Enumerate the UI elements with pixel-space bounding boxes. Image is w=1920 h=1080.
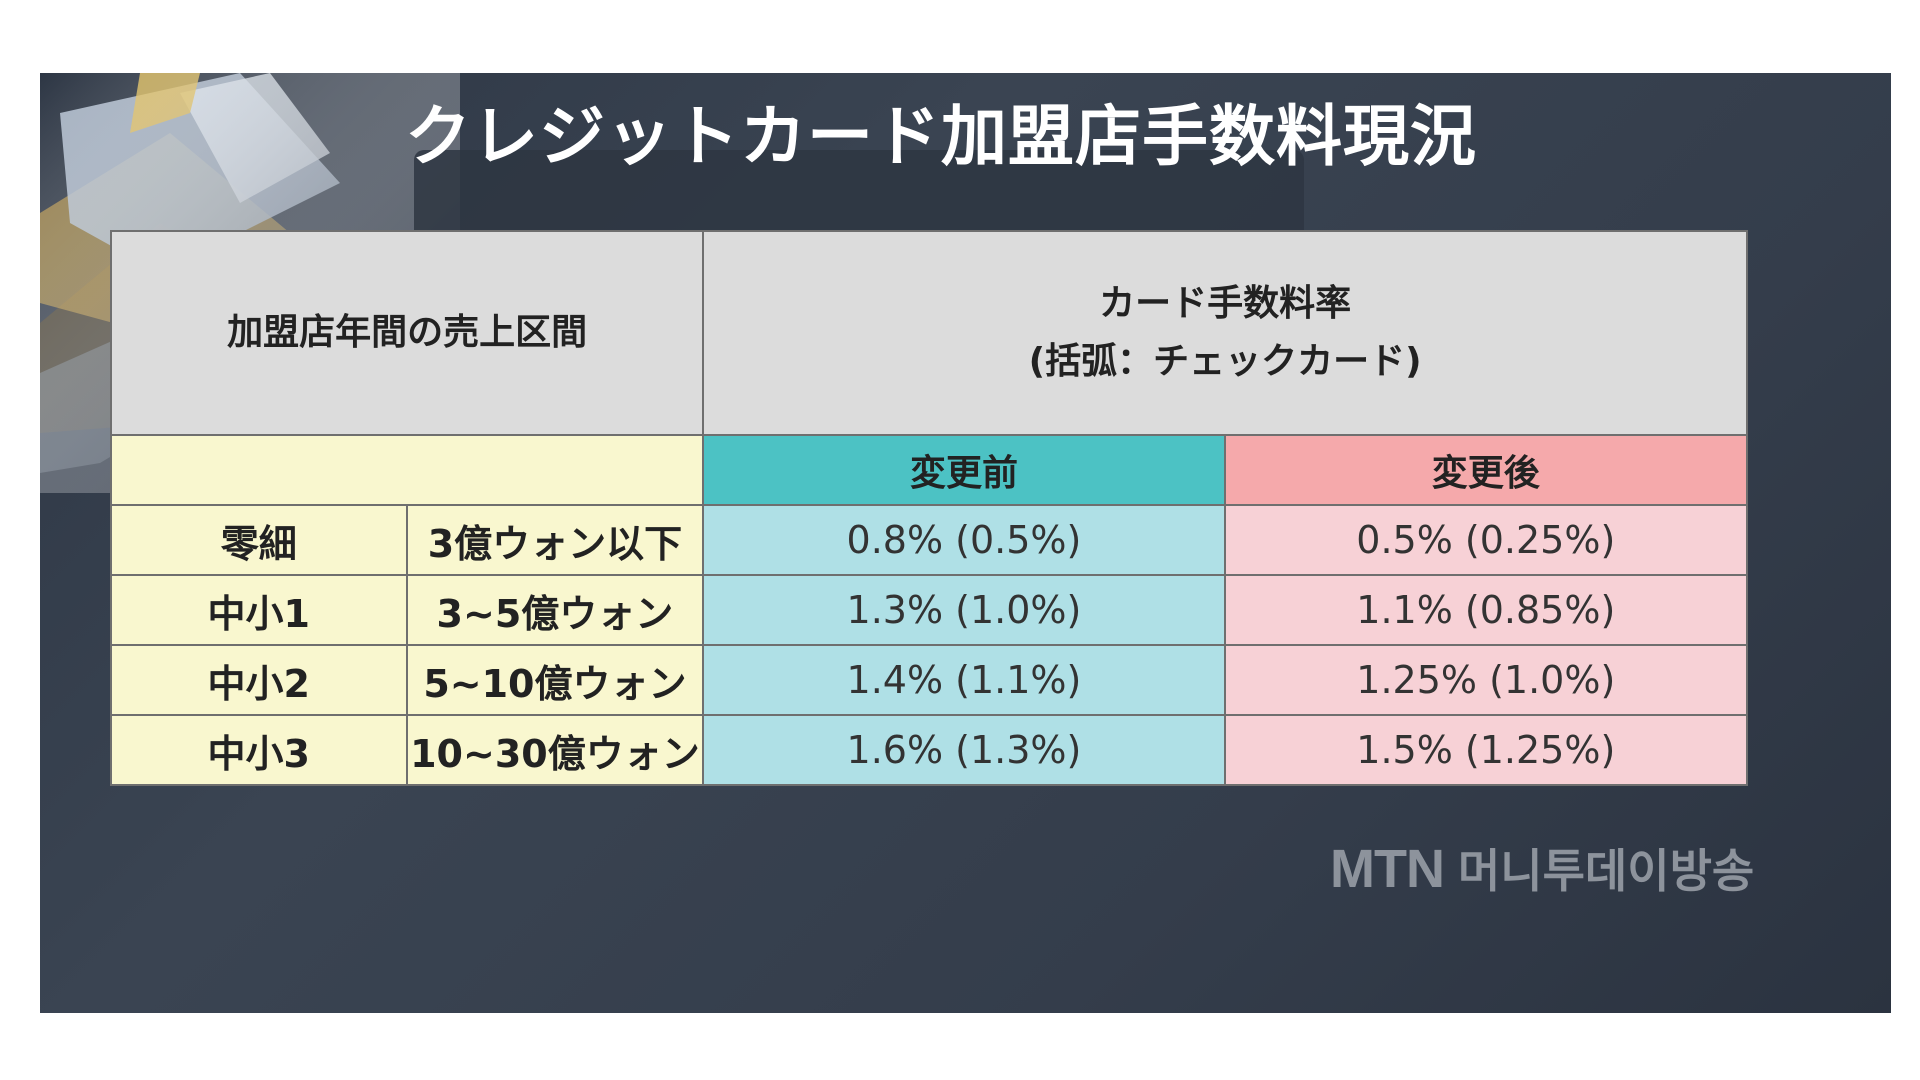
table-row: 中小3 10~30億ウォン 1.6% (1.3%) 1.5% (1.25%) (110, 714, 1749, 786)
table-row: 中小1 3~5億ウォン 1.3% (1.0%) 1.1% (0.85%) (110, 574, 1749, 646)
row-rate-before: 0.8% (0.5%) (702, 504, 1226, 576)
table-subheader-row: 変更前 変更後 (109, 434, 1749, 506)
header-fee-rate-line2: (括弧：チェックカード) (1028, 341, 1422, 382)
row-rate-after: 1.5% (1.25%) (1223, 714, 1749, 786)
fee-table: 加盟店年間の売上区間 カード手数料率 (括弧：チェックカード) 変更前 変更後 … (109, 230, 1749, 786)
row-sales-range: 3億ウォン以下 (405, 504, 705, 576)
row-sales-range: 5~10億ウォン (405, 644, 705, 716)
row-rate-after: 0.5% (0.25%) (1223, 504, 1749, 576)
row-category: 零細 (110, 504, 408, 576)
row-rate-after: 1.1% (0.85%) (1223, 574, 1749, 646)
table-header-row: 加盟店年間の売上区間 カード手数料率 (括弧：チェックカード) (109, 230, 1748, 436)
row-category: 中小1 (110, 574, 408, 646)
header-sales-range: 加盟店年間の売上区間 (109, 230, 705, 436)
row-sales-range: 3~5億ウォン (405, 574, 705, 646)
table-row: 零細 3億ウォン以下 0.8% (0.5%) 0.5% (0.25%) (110, 504, 1749, 576)
row-rate-before: 1.4% (1.1%) (702, 644, 1226, 716)
logo-mtn-text: MTN (1330, 839, 1445, 899)
row-rate-before: 1.3% (1.0%) (702, 574, 1226, 646)
header-fee-rate: カード手数料率 (括弧：チェックカード) (702, 230, 1748, 436)
row-category: 中小3 (110, 714, 408, 786)
subheader-before: 変更前 (702, 434, 1226, 506)
subheader-blank (109, 434, 705, 506)
mtn-logo: MTN 머니투데이방송 (1330, 835, 1754, 901)
page-title: クレジットカード加盟店手数料現況 (405, 98, 1477, 175)
row-rate-before: 1.6% (1.3%) (702, 714, 1226, 786)
table-row: 中小2 5~10億ウォン 1.4% (1.1%) 1.25% (1.0%) (110, 644, 1749, 716)
row-rate-after: 1.25% (1.0%) (1223, 644, 1749, 716)
header-fee-rate-line1: カード手数料率 (1099, 283, 1352, 324)
row-category: 中小2 (110, 644, 408, 716)
subheader-after: 変更後 (1223, 434, 1749, 506)
logo-korean-text: 머니투데이방송 (1457, 844, 1755, 898)
row-sales-range: 10~30億ウォン (405, 714, 705, 786)
